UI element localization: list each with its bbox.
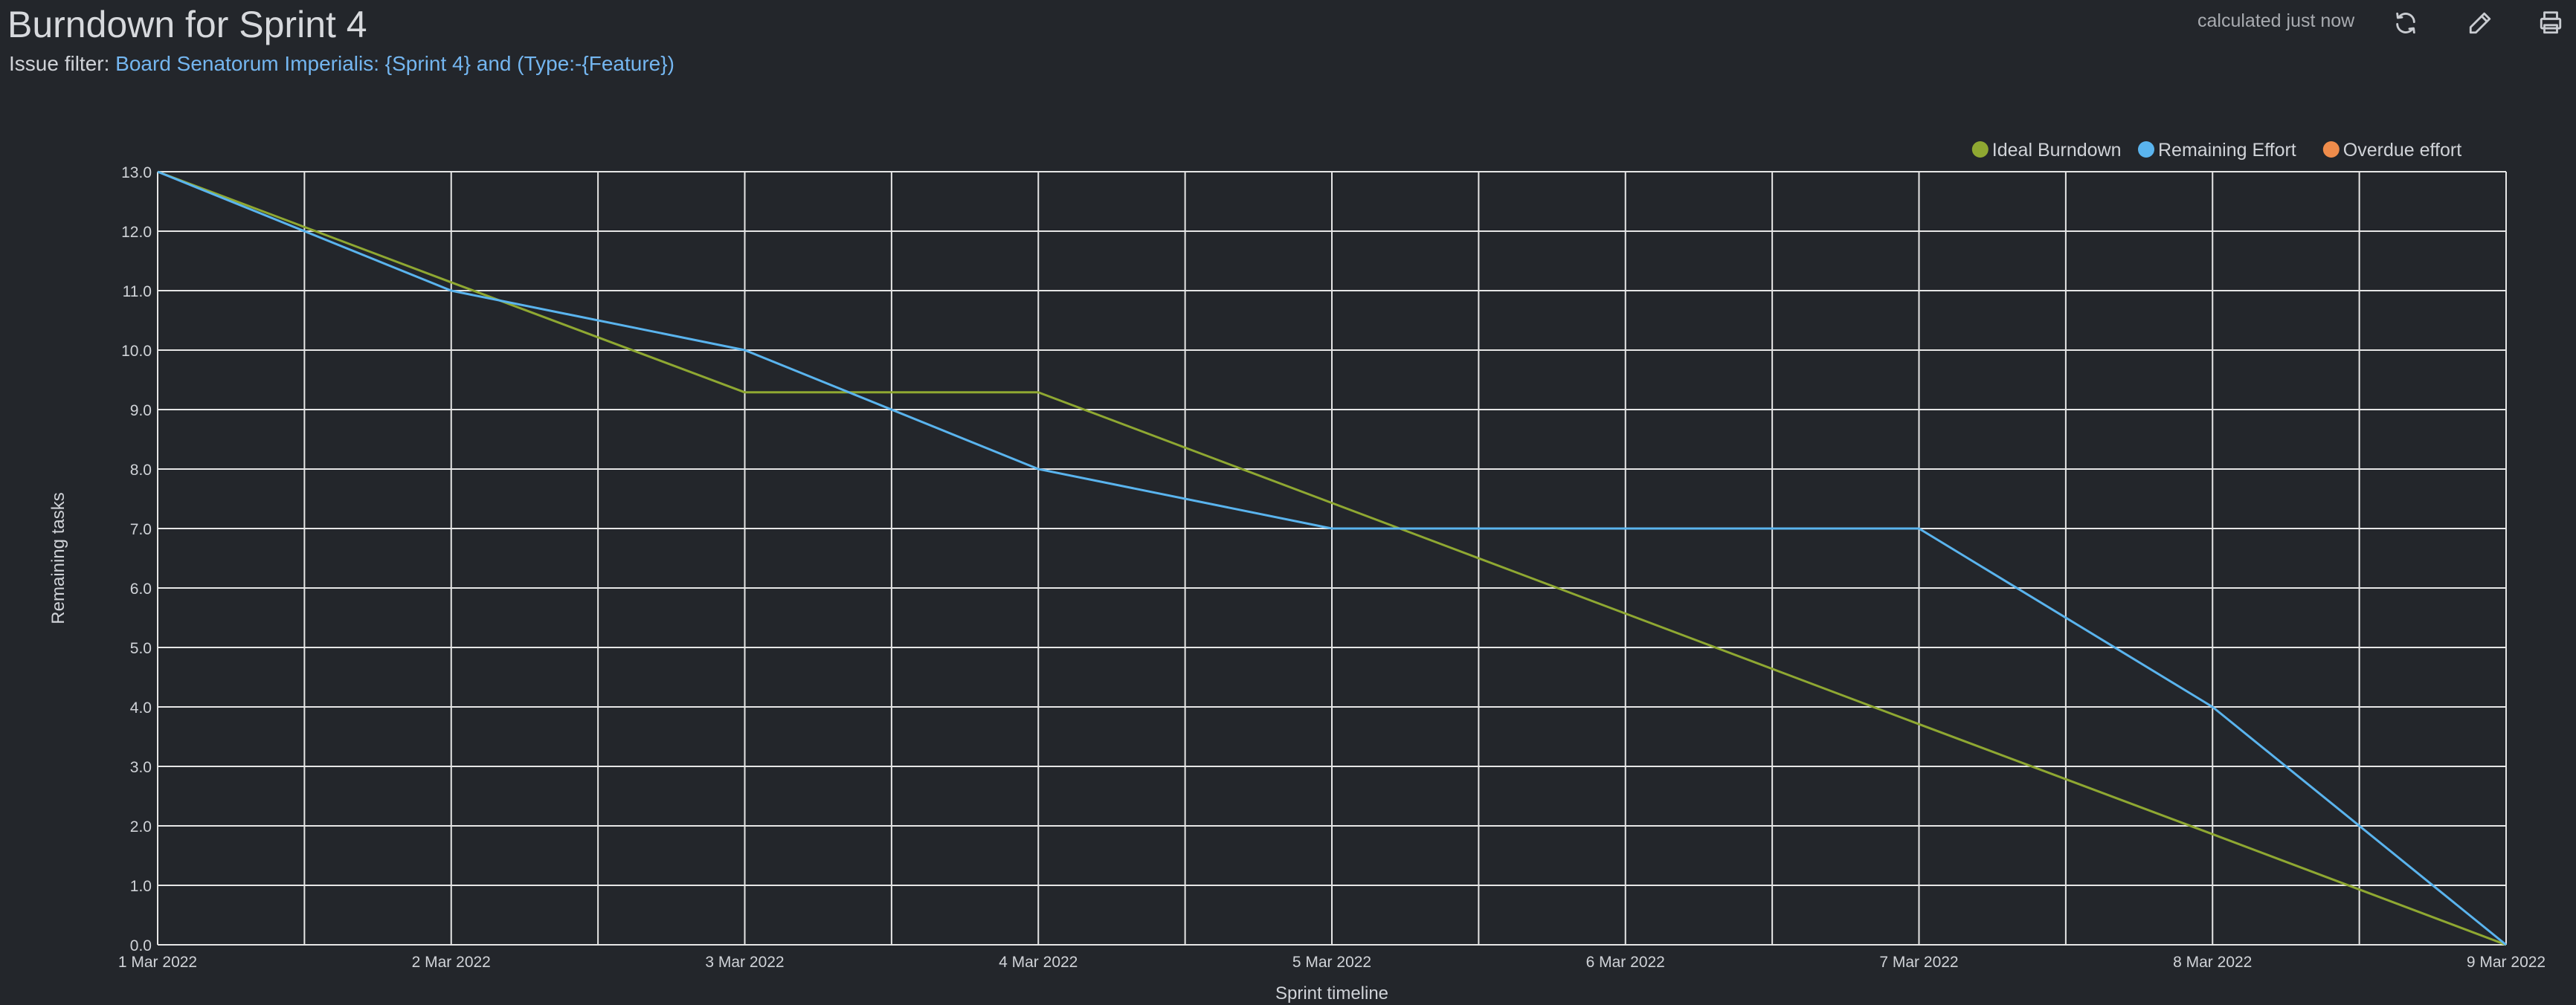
x-tick-label: 7 Mar 2022	[1879, 954, 1958, 971]
y-tick-label: 8.0	[130, 462, 152, 479]
x-axis-label: Sprint timeline	[1275, 983, 1388, 1004]
y-tick-label: 12.0	[121, 224, 152, 241]
y-tick-label: 11.0	[123, 283, 152, 300]
y-tick-label: 6.0	[130, 581, 152, 598]
legend-marker-remaining-effort	[2138, 141, 2154, 158]
x-tick-label: 4 Mar 2022	[999, 954, 1078, 971]
y-tick-label: 9.0	[130, 402, 152, 419]
y-tick-label: 5.0	[130, 640, 152, 657]
issue-filter-link[interactable]: Board Senatorum Imperialis: {Sprint 4} a…	[115, 52, 674, 75]
x-tick-label: 2 Mar 2022	[412, 954, 491, 971]
x-tick-label: 1 Mar 2022	[118, 954, 197, 971]
legend-label-ideal-burndown: Ideal Burndown	[1992, 140, 2122, 161]
x-tick-label: 6 Mar 2022	[1586, 954, 1665, 971]
series-line-ideal-burndown	[157, 170, 2507, 946]
y-tick-label: 3.0	[130, 759, 152, 776]
x-tick-label: 3 Mar 2022	[705, 954, 784, 971]
y-tick-label: 13.0	[121, 164, 152, 181]
y-axis-label: Remaining tasks	[48, 492, 68, 624]
x-tick-label: 9 Mar 2022	[2467, 954, 2546, 971]
y-tick-label: 2.0	[130, 818, 152, 836]
legend-marker-overdue-effort	[2322, 141, 2340, 158]
refresh-icon[interactable]	[2387, 4, 2424, 42]
y-tick-label: 1.0	[130, 878, 152, 895]
calculation-status: calculated just now	[2197, 10, 2355, 31]
page-title: Burndown for Sprint 4	[7, 4, 367, 45]
printer-icon[interactable]	[2532, 4, 2569, 42]
issue-filter: Issue filter: Board Senatorum Imperialis…	[9, 52, 674, 76]
legend-label-overdue-effort: Overdue effort	[2343, 140, 2461, 161]
y-tick-label: 0.0	[130, 937, 152, 954]
legend-label-remaining-effort: Remaining Effort	[2158, 140, 2296, 161]
x-tick-label: 8 Mar 2022	[2173, 954, 2252, 971]
y-tick-label: 7.0	[130, 521, 152, 538]
series-line-remaining-effort	[157, 170, 2507, 946]
x-tick-label: 5 Mar 2022	[1292, 954, 1371, 971]
pencil-icon[interactable]	[2461, 4, 2499, 42]
issue-filter-label: Issue filter:	[9, 52, 110, 75]
y-tick-label: 4.0	[130, 699, 152, 717]
y-tick-label: 10.0	[121, 343, 152, 360]
legend-marker-ideal-burndown	[1971, 141, 1989, 158]
